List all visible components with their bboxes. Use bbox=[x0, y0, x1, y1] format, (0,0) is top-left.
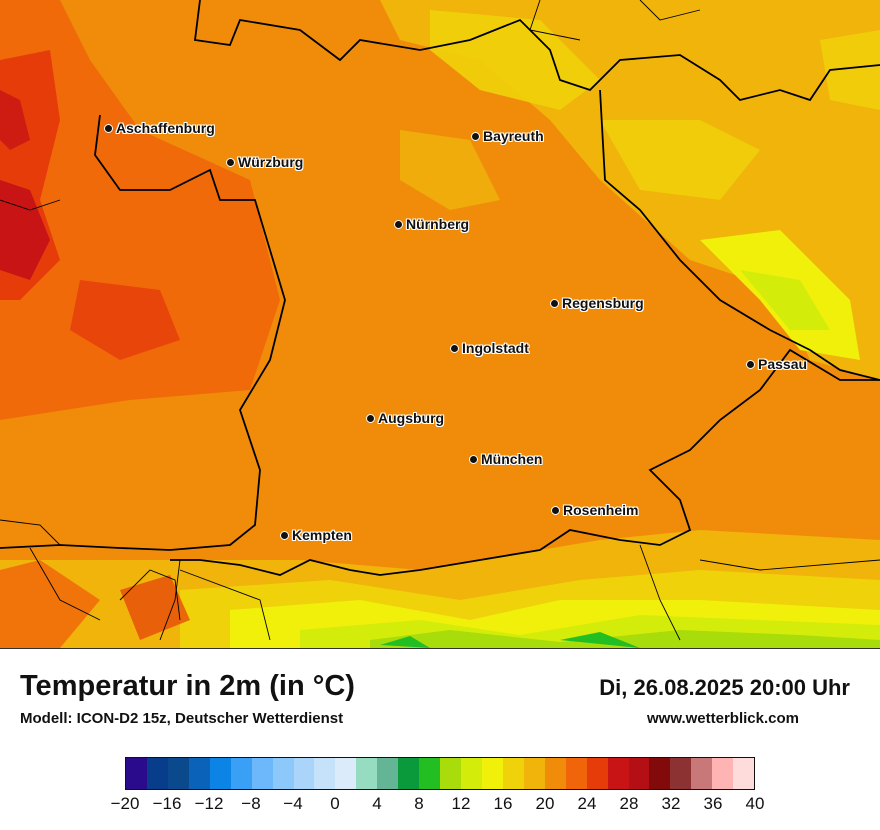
city-dot-icon bbox=[469, 454, 478, 464]
legend-swatch bbox=[398, 758, 420, 789]
city-label: Augsburg bbox=[378, 410, 445, 426]
legend-swatch bbox=[691, 758, 713, 789]
legend-tick-label: −16 bbox=[152, 794, 182, 813]
legend-swatch bbox=[419, 758, 441, 789]
legend-swatch bbox=[146, 758, 168, 789]
legend-tick-label: −12 bbox=[194, 794, 224, 813]
legend-tick-label: 28 bbox=[619, 794, 639, 813]
city-dot-icon bbox=[366, 413, 375, 423]
model-source: Modell: ICON-D2 15z, Deutscher Wetterdie… bbox=[20, 710, 344, 727]
legend-swatch bbox=[607, 758, 629, 789]
legend-swatch bbox=[461, 758, 482, 789]
legend-swatch bbox=[314, 758, 336, 789]
forecast-datetime: Di, 26.08.2025 20:00 Uhr bbox=[599, 675, 850, 700]
city-label: Passau bbox=[758, 356, 808, 372]
legend-swatch bbox=[209, 758, 231, 789]
legend-swatch bbox=[377, 758, 399, 789]
city-dot-icon bbox=[746, 359, 755, 369]
legend-swatch bbox=[565, 758, 587, 789]
legend-swatch bbox=[628, 758, 650, 789]
city-marker: Rosenheim bbox=[551, 502, 638, 518]
legend-tick-label: −4 bbox=[283, 794, 303, 813]
legend-tick-label: 12 bbox=[451, 794, 471, 813]
legend-swatch bbox=[356, 758, 378, 789]
legend-swatch bbox=[544, 758, 566, 789]
city-dot-icon bbox=[394, 219, 403, 229]
legend-swatch bbox=[167, 758, 189, 789]
city-marker: Bayreuth bbox=[471, 128, 544, 144]
legend-swatch bbox=[188, 758, 210, 789]
city-marker: Ingolstadt bbox=[450, 340, 529, 356]
legend-swatch bbox=[293, 758, 315, 789]
temperature-map: Aschaffenburg Würzburg Bayreuth Nürnberg Reg… bbox=[0, 0, 880, 649]
legend-swatch bbox=[649, 758, 671, 789]
city-dot-icon bbox=[551, 505, 560, 515]
legend-swatch bbox=[733, 758, 755, 789]
city-label: Regensburg bbox=[562, 295, 644, 311]
city-marker: Aschaffenburg bbox=[104, 120, 215, 136]
city-label: Bayreuth bbox=[483, 128, 544, 144]
legend-swatch bbox=[272, 758, 294, 789]
legend-tick-label: −8 bbox=[241, 794, 261, 813]
legend-tick-label: 20 bbox=[535, 794, 555, 813]
city-marker: Würzburg bbox=[226, 154, 303, 170]
city-marker: Kempten bbox=[280, 527, 352, 543]
city-dot-icon bbox=[226, 157, 235, 167]
legend-swatch bbox=[251, 758, 273, 789]
legend-swatch bbox=[481, 758, 503, 789]
city-marker: München bbox=[469, 451, 542, 467]
city-label: Aschaffenburg bbox=[116, 120, 215, 136]
legend-swatch bbox=[670, 758, 692, 789]
legend-tick-label: −20 bbox=[110, 794, 140, 813]
legend-tick-label: 24 bbox=[577, 794, 597, 813]
legend-swatch bbox=[712, 758, 734, 789]
temperature-legend-colorbar bbox=[125, 757, 755, 790]
legend-tick-label: 16 bbox=[493, 794, 513, 813]
city-marker: Passau bbox=[746, 356, 807, 372]
legend-tick-label: 4 bbox=[372, 794, 382, 813]
legend-tick-label: 0 bbox=[330, 794, 340, 813]
temperature-field bbox=[0, 0, 880, 648]
legend-tick-label: 32 bbox=[661, 794, 681, 813]
temperature-legend-ticks: −20 −16 −12 −8 −4 0 4 8 12 16 20 24 28 32 36 40 bbox=[0, 794, 880, 818]
legend-swatch bbox=[586, 758, 608, 789]
legend-swatch bbox=[335, 758, 357, 789]
legend-swatch bbox=[523, 758, 545, 789]
city-dot-icon bbox=[280, 530, 289, 540]
city-label: Würzburg bbox=[238, 154, 304, 170]
city-marker: Nürnberg bbox=[394, 216, 469, 232]
map-title: Temperatur in 2m (in °C) bbox=[20, 670, 355, 702]
legend-tick-label: 8 bbox=[414, 794, 424, 813]
legend-swatch bbox=[126, 758, 147, 789]
city-label: Kempten bbox=[292, 527, 352, 543]
legend-swatch bbox=[440, 758, 461, 789]
city-dot-icon bbox=[104, 123, 113, 133]
city-label: München bbox=[481, 451, 543, 467]
legend-swatch bbox=[502, 758, 524, 789]
city-dot-icon bbox=[471, 131, 480, 141]
city-marker: Regensburg bbox=[550, 295, 644, 311]
city-label: Ingolstadt bbox=[462, 340, 529, 356]
city-marker: Augsburg bbox=[366, 410, 444, 426]
legend-tick-label: 40 bbox=[745, 794, 765, 813]
city-label: Nürnberg bbox=[406, 216, 469, 232]
city-label: Rosenheim bbox=[563, 502, 639, 518]
website-link[interactable]: www.wetterblick.com bbox=[647, 710, 799, 727]
city-dot-icon bbox=[550, 298, 559, 308]
legend-swatch bbox=[230, 758, 252, 789]
legend-tick-label: 36 bbox=[703, 794, 723, 813]
city-dot-icon bbox=[450, 343, 459, 353]
